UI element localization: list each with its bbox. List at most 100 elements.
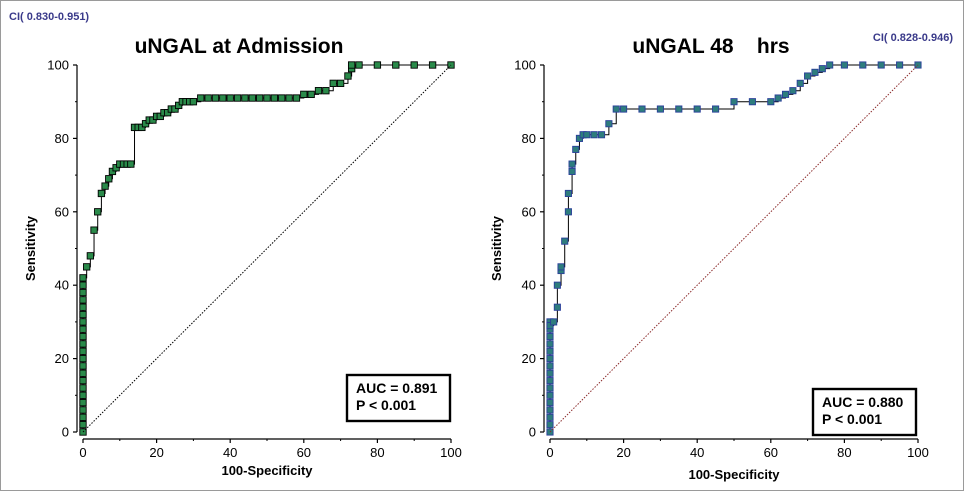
roc-point	[612, 105, 620, 113]
x-tick-label: 40	[690, 445, 704, 460]
x-tick-label: 80	[837, 445, 851, 460]
roc-point	[796, 79, 804, 87]
roc-point	[97, 189, 106, 198]
roc-point	[557, 263, 565, 271]
roc-point	[90, 226, 98, 234]
roc-point	[781, 90, 790, 98]
x-tick-label: 20	[149, 445, 163, 460]
roc-point	[730, 98, 738, 106]
roc-panel-48hrs: CI( 0.828-0.946) uNGAL 48 hrs 0 20 40 60 80 100…	[489, 32, 953, 482]
roc-point	[767, 98, 775, 106]
roc-point	[392, 61, 400, 69]
ci-label: CI( 0.830-0.951)	[9, 11, 89, 23]
roc-point	[79, 325, 87, 333]
x-tick-label: 0	[546, 445, 553, 460]
roc-point	[373, 61, 382, 69]
roc-point	[572, 145, 580, 153]
roc-point	[101, 182, 109, 190]
x-tick-label: 80	[370, 445, 384, 460]
ci-label: CI( 0.828-0.946)	[873, 32, 953, 44]
roc-point	[149, 116, 157, 124]
roc-point	[278, 94, 286, 102]
roc-point	[546, 322, 554, 330]
y-tick-label: 100	[47, 58, 69, 73]
roc-point	[597, 131, 606, 139]
roc-point	[314, 87, 323, 95]
roc-point	[226, 94, 234, 102]
roc-point	[79, 274, 87, 282]
roc-point	[329, 79, 337, 88]
roc-point	[171, 105, 179, 113]
roc-point	[620, 105, 628, 113]
roc-point	[553, 281, 561, 289]
reference-diagonal	[549, 64, 919, 433]
y-tick-label: 100	[514, 58, 536, 73]
roc-point	[322, 87, 330, 95]
roc-point	[86, 252, 95, 260]
roc-point	[896, 61, 904, 69]
roc-point	[241, 94, 249, 102]
roc-point	[270, 94, 279, 102]
y-tick-label: 60	[55, 204, 69, 219]
roc-point	[590, 131, 598, 139]
roc-point	[789, 87, 797, 95]
roc-point	[568, 167, 576, 175]
roc-point	[79, 406, 87, 414]
roc-point	[550, 318, 558, 326]
roc-point	[859, 61, 867, 69]
y-axis-label: Sensitivity	[23, 215, 38, 281]
roc-point	[197, 94, 205, 102]
roc-point	[546, 362, 554, 370]
y-tick-label: 40	[522, 278, 536, 293]
y-axis-label: Sensitivity	[489, 215, 504, 281]
roc-point	[546, 377, 554, 385]
roc-point	[546, 406, 554, 414]
roc-point	[79, 421, 87, 429]
roc-point	[804, 72, 812, 80]
roc-point	[675, 105, 683, 113]
roc-point	[263, 94, 271, 102]
roc-point	[564, 208, 572, 216]
roc-point	[693, 105, 701, 113]
roc-point	[204, 94, 212, 102]
roc-point	[307, 90, 315, 99]
roc-point	[347, 61, 356, 69]
roc-point	[255, 94, 264, 102]
roc-point	[546, 355, 554, 363]
roc-point	[811, 68, 819, 76]
roc-point	[163, 109, 172, 117]
y-tick-label: 0	[529, 425, 536, 440]
p-value: P < 0.001	[822, 411, 882, 427]
roc-point	[546, 413, 554, 421]
roc-point	[189, 98, 198, 106]
roc-point	[79, 347, 87, 355]
y-tick-label: 80	[522, 131, 536, 146]
roc-point	[575, 134, 583, 142]
roc-point	[141, 120, 150, 128]
roc-point	[233, 94, 242, 102]
roc-point	[840, 61, 848, 69]
roc-point	[105, 175, 113, 183]
roc-point	[877, 61, 885, 69]
auc-value: AUC = 0.891	[356, 380, 438, 396]
chart-title: uNGAL at Admission	[135, 35, 344, 58]
auc-annotation-box	[345, 373, 452, 423]
x-axis-label: 100-Specificity	[221, 463, 313, 478]
axes: 0 20 40 60 80 100 0 20 40 60 80 100	[514, 58, 929, 461]
x-tick-label: 100	[907, 445, 929, 460]
auc-annotation-box	[811, 387, 918, 437]
roc-point	[108, 167, 117, 176]
roc-point	[79, 398, 87, 407]
roc-point	[546, 333, 554, 341]
roc-point	[826, 61, 834, 69]
y-tick-label: 20	[522, 351, 536, 366]
roc-point	[79, 362, 87, 370]
roc-point	[336, 79, 345, 88]
roc-point	[355, 61, 363, 69]
x-tick-label: 40	[223, 445, 237, 460]
roc-point	[79, 413, 87, 421]
roc-point	[175, 101, 183, 110]
roc-point	[292, 94, 301, 102]
